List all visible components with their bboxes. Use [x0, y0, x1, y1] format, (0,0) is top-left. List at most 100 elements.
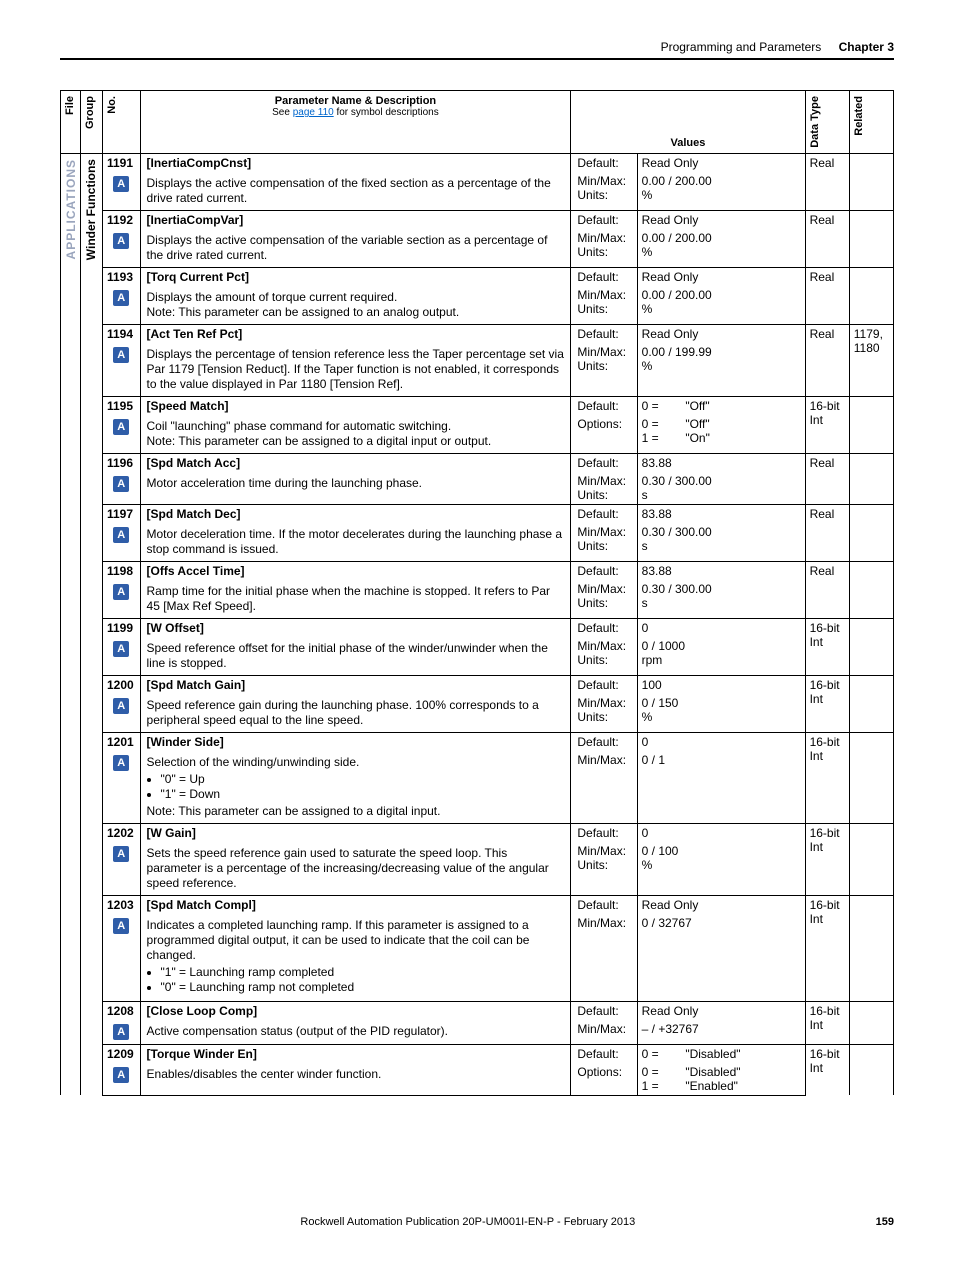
advanced-icon: A: [102, 914, 140, 1002]
value: Read Only: [637, 210, 805, 229]
header-chapter: Chapter 3: [839, 40, 894, 54]
param-row-body: A Coil "launching" phase command for aut…: [61, 415, 894, 454]
footer-pub: Rockwell Automation Publication 20P-UM00…: [300, 1216, 635, 1228]
value-label: Min/Max:Units:: [571, 694, 637, 733]
param-row-body: A Speed reference gain during the launch…: [61, 694, 894, 733]
param-no: 1196: [102, 453, 140, 472]
advanced-icon: A: [102, 523, 140, 562]
advanced-icon: A: [102, 229, 140, 268]
value: 0: [637, 618, 805, 637]
value-label: Default:: [571, 210, 637, 229]
data-type: 16-bitInt: [805, 1044, 849, 1095]
param-no: 1195: [102, 396, 140, 415]
page-footer: Rockwell Automation Publication 20P-UM00…: [60, 1216, 894, 1228]
param-no: 1199: [102, 618, 140, 637]
param-row-body: A Displays the percentage of tension ref…: [61, 343, 894, 397]
value: 0.30 / 300.00s: [637, 580, 805, 619]
param-no: 1200: [102, 675, 140, 694]
param-row-body: A Motor deceleration time. If the motor …: [61, 523, 894, 562]
related: [849, 561, 893, 618]
param-name: [InertiaCompVar]: [140, 210, 571, 229]
param-name: [Spd Match Compl]: [140, 895, 571, 914]
value: 100: [637, 675, 805, 694]
related: [849, 267, 893, 324]
param-row-head: 1199 [W Offset] Default: 0 16-bitInt: [61, 618, 894, 637]
page-link[interactable]: page 110: [293, 107, 334, 118]
param-row-body: A Active compensation status (output of …: [61, 1020, 894, 1045]
param-row-head: 1198 [Offs Accel Time] Default: 83.88 Re…: [61, 561, 894, 580]
param-row-head: 1203 [Spd Match Compl] Default: Read Onl…: [61, 895, 894, 914]
param-row-body: A Displays the active compensation of th…: [61, 229, 894, 268]
value: 83.88: [637, 453, 805, 472]
value-label: Default:: [571, 396, 637, 415]
related: [849, 453, 893, 504]
advanced-icon: A: [102, 286, 140, 325]
value-label: Min/Max:Units:: [571, 172, 637, 211]
value-label: Min/Max:Units:: [571, 286, 637, 325]
param-row-head: 1201 [Winder Side] Default: 0 16-bitInt: [61, 732, 894, 751]
param-row-head: 1194 [Act Ten Ref Pct] Default: Read Onl…: [61, 324, 894, 343]
param-row-body: A Indicates a completed launching ramp. …: [61, 914, 894, 1002]
param-desc: Selection of the winding/unwinding side.…: [140, 751, 571, 824]
related: [849, 675, 893, 732]
value: – / +32767: [637, 1020, 805, 1045]
advanced-icon: A: [102, 751, 140, 824]
col-desc-title: Parameter Name & Description: [147, 95, 565, 107]
value: 0.30 / 300.00s: [637, 523, 805, 562]
param-row-body: A Enables/disables the center winder fun…: [61, 1063, 894, 1096]
advanced-icon: A: [102, 172, 140, 211]
related: [849, 895, 893, 1001]
param-row-body: A Displays the active compensation of th…: [61, 172, 894, 211]
value-label: Default:: [571, 453, 637, 472]
param-name: [Winder Side]: [140, 732, 571, 751]
data-type: Real: [805, 453, 849, 504]
value: 83.88: [637, 561, 805, 580]
data-type: 16-bitInt: [805, 675, 849, 732]
value: 0.00 / 199.99%: [637, 343, 805, 397]
param-no: 1192: [102, 210, 140, 229]
param-row-head: 1193 [Torq Current Pct] Default: Read On…: [61, 267, 894, 286]
param-desc: Sets the speed reference gain used to sa…: [140, 842, 571, 896]
data-type: Real: [805, 324, 849, 396]
col-datatype: Data Type: [805, 91, 849, 154]
related: [849, 504, 893, 561]
related: [849, 1044, 893, 1095]
col-values: Values: [571, 91, 805, 154]
col-no: No.: [102, 91, 140, 154]
param-no: 1193: [102, 267, 140, 286]
value: 0.00 / 200.00%: [637, 172, 805, 211]
value-label: Default:: [571, 561, 637, 580]
param-name: [Torque Winder En]: [140, 1044, 571, 1063]
param-desc: Displays the active compensation of the …: [140, 172, 571, 211]
advanced-icon: A: [102, 415, 140, 454]
related: [849, 823, 893, 895]
advanced-icon: A: [102, 637, 140, 676]
param-row-head: 1208 [Close Loop Comp] Default: Read Onl…: [61, 1001, 894, 1020]
param-name: [Close Loop Comp]: [140, 1001, 571, 1020]
value: 0 / 1: [637, 751, 805, 824]
value: 83.88: [637, 504, 805, 523]
related: [849, 618, 893, 675]
param-name: [Torq Current Pct]: [140, 267, 571, 286]
value-label: Options:: [571, 1063, 637, 1096]
data-type: Real: [805, 267, 849, 324]
advanced-icon: A: [102, 1063, 140, 1096]
data-type: Real: [805, 504, 849, 561]
param-row-head: 1209 [Torque Winder En] Default: 0 = "Di…: [61, 1044, 894, 1063]
param-desc: Ramp time for the initial phase when the…: [140, 580, 571, 619]
related: [849, 153, 893, 210]
related: [849, 210, 893, 267]
param-no: 1191: [102, 153, 140, 172]
advanced-icon: A: [102, 1020, 140, 1045]
value-label: Default:: [571, 675, 637, 694]
value-label: Min/Max:Units:: [571, 472, 637, 505]
value-label: Default:: [571, 267, 637, 286]
value: Read Only: [637, 324, 805, 343]
value-label: Default:: [571, 1044, 637, 1063]
param-row-head: 1200 [Spd Match Gain] Default: 100 16-bi…: [61, 675, 894, 694]
value: 0: [637, 732, 805, 751]
value: 0.30 / 300.00s: [637, 472, 805, 505]
data-type: Real: [805, 210, 849, 267]
value-label: Min/Max:: [571, 751, 637, 824]
footer-page: 159: [876, 1216, 894, 1228]
